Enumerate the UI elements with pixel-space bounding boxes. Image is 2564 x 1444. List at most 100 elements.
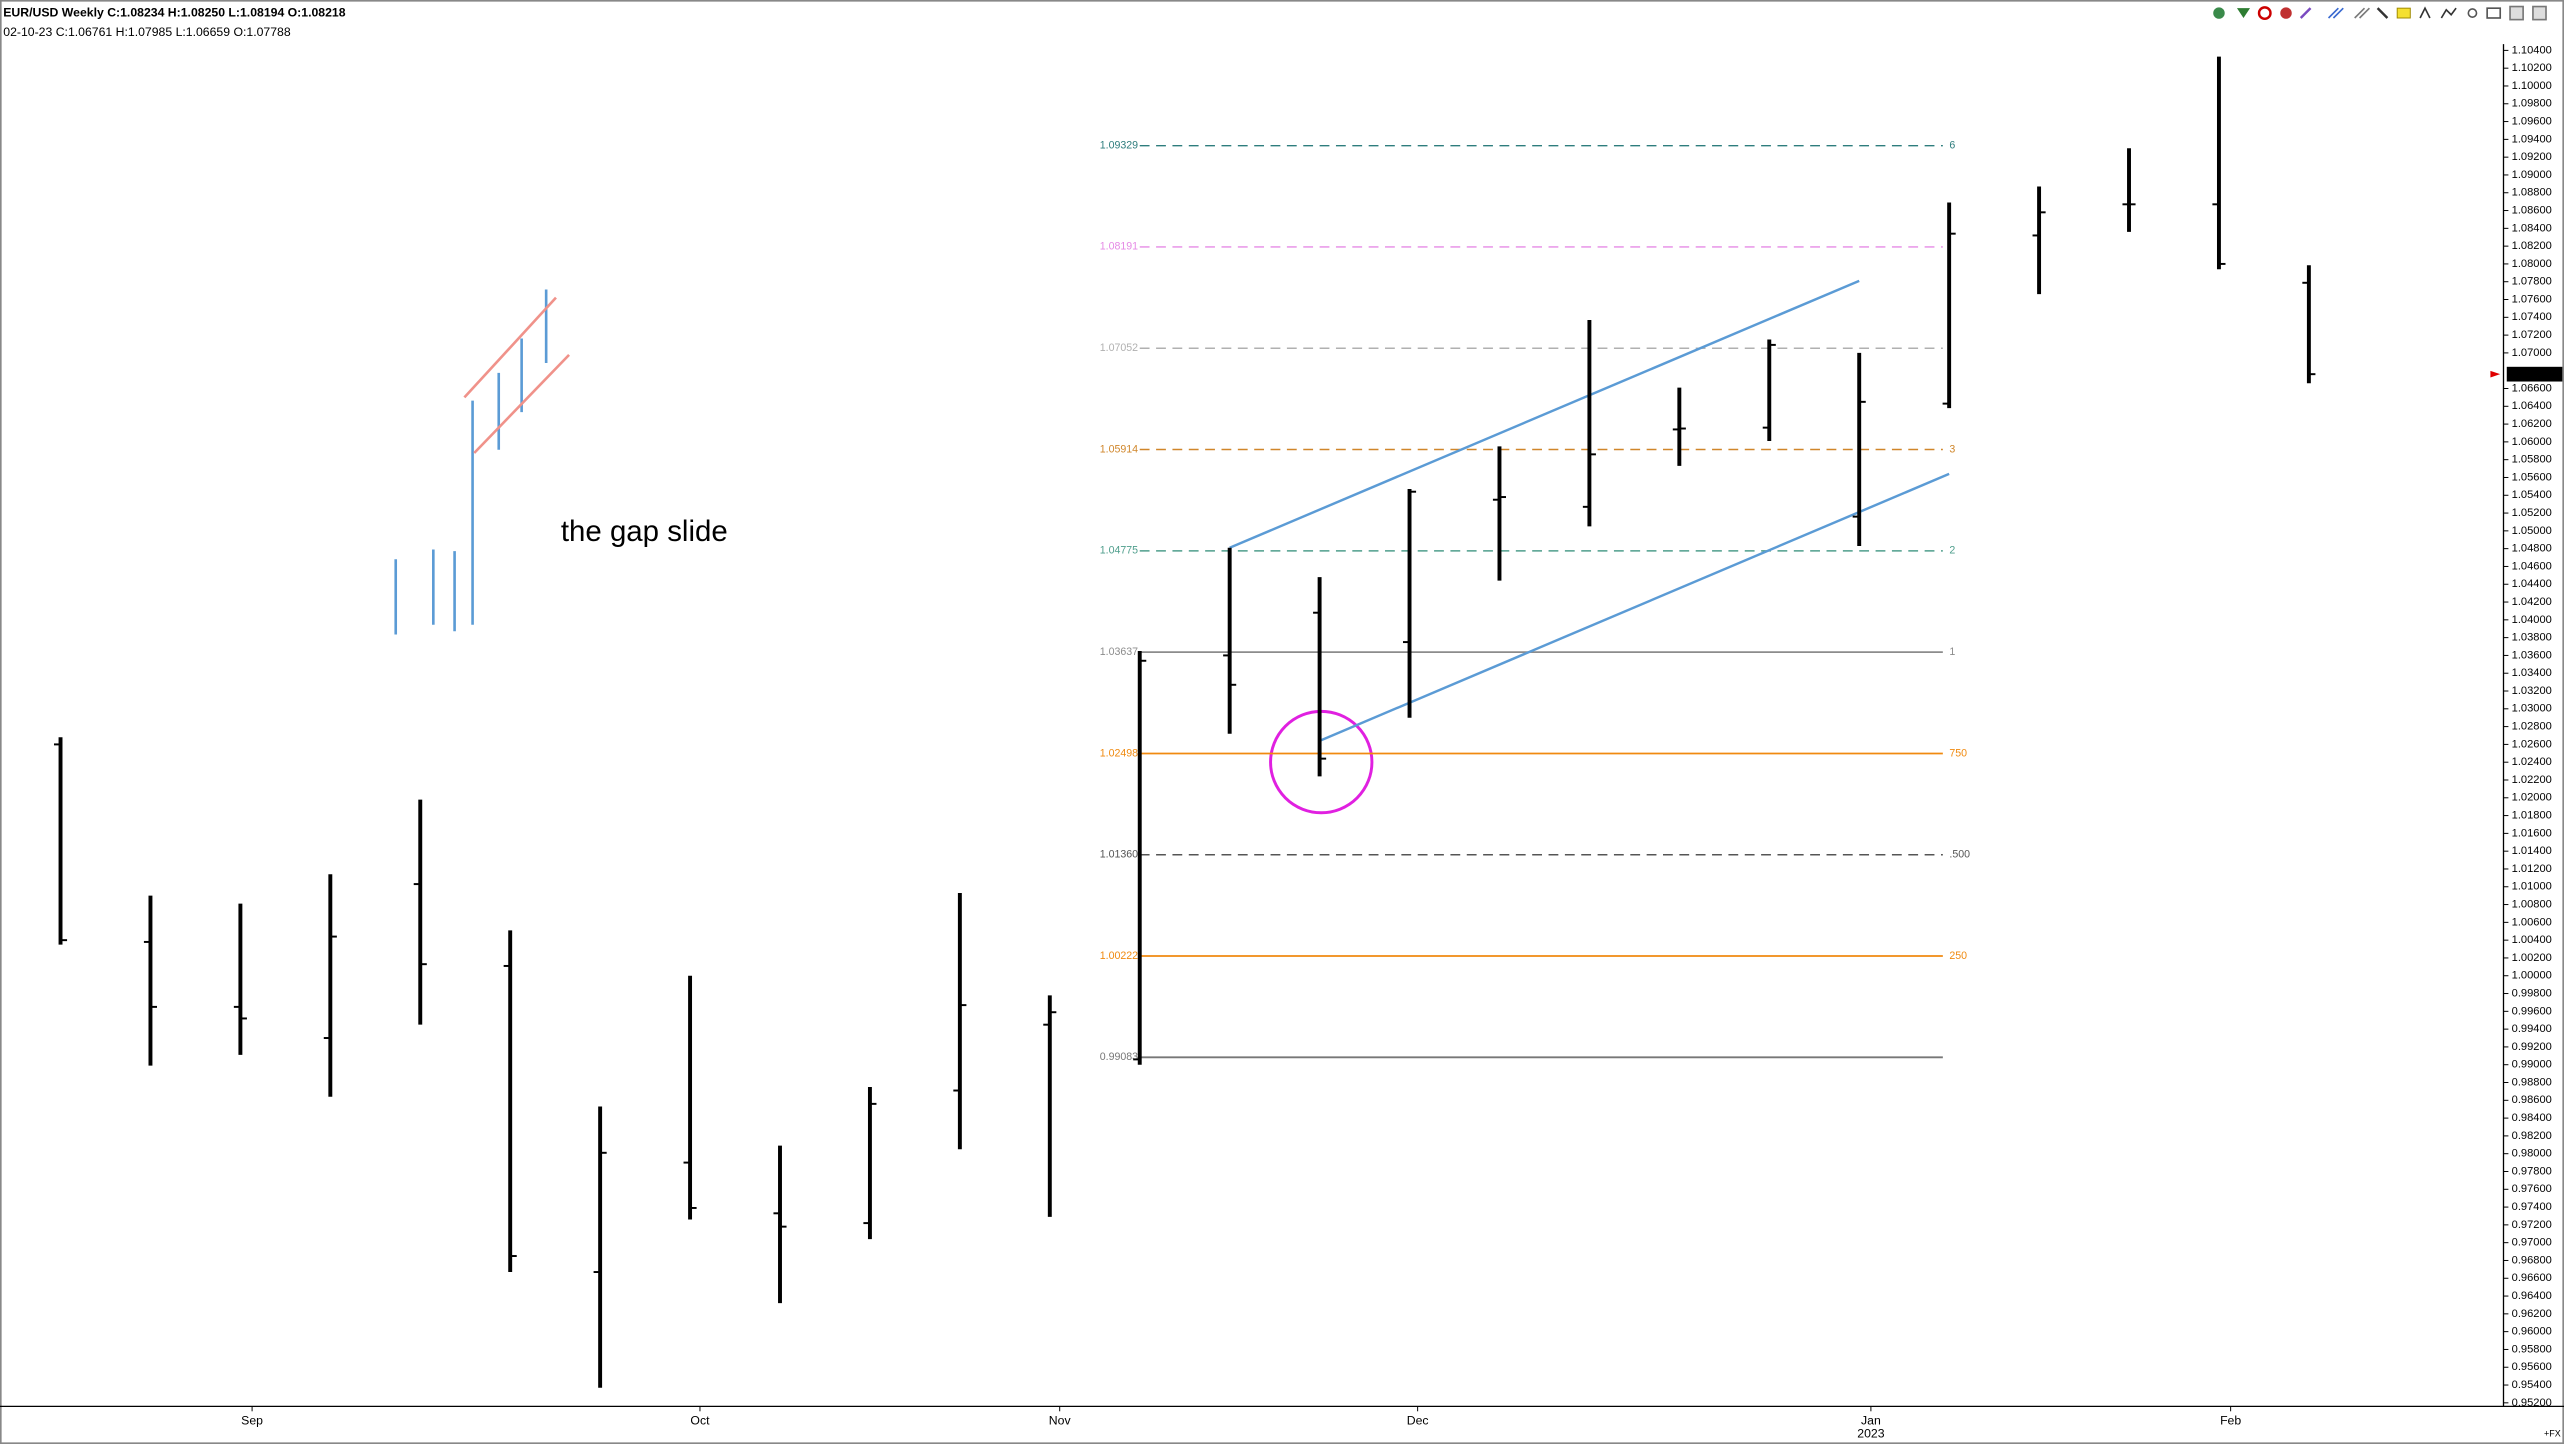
sketch xyxy=(394,289,570,635)
y-tick-label: 1.06000 xyxy=(2512,436,2552,448)
tool-icon[interactable] xyxy=(2509,5,2524,21)
tool-icon[interactable] xyxy=(2440,7,2457,19)
x-tick-label: Nov xyxy=(1049,1413,1072,1427)
y-tick-label: 1.05800 xyxy=(2512,454,2552,466)
footer-tag: +FX xyxy=(2544,1429,2561,1439)
y-tick-label: 0.98200 xyxy=(2512,1130,2552,1142)
fib-right-label: 3 xyxy=(1949,443,1955,455)
y-tick-label: 1.06600 xyxy=(2512,382,2552,394)
y-tick-label: 1.03400 xyxy=(2512,667,2552,679)
fib-right-label: 250 xyxy=(1949,950,1967,962)
fib-label: 1.08191 xyxy=(1100,241,1138,253)
fib-right-label: 750 xyxy=(1949,747,1967,759)
y-tick-label: 1.08000 xyxy=(2512,258,2552,270)
y-tick-label: 1.08800 xyxy=(2512,187,2552,199)
y-tick-label: 1.04200 xyxy=(2512,596,2552,608)
y-tick-label: 1.08400 xyxy=(2512,222,2552,234)
y-tick-label: 1.00000 xyxy=(2512,970,2552,982)
y-tick-label: 1.00400 xyxy=(2512,934,2552,946)
tool-icon[interactable] xyxy=(2327,7,2344,19)
y-tick-label: 1.05400 xyxy=(2512,489,2552,501)
fib-label: 1.09329 xyxy=(1100,139,1138,151)
y-tick-label: 0.97200 xyxy=(2512,1219,2552,1231)
y-tick-label: 1.01400 xyxy=(2512,845,2552,857)
tool-icon[interactable] xyxy=(2486,7,2502,19)
y-tick-label: 0.97400 xyxy=(2512,1201,2552,1213)
tool-icon[interactable] xyxy=(2354,7,2370,19)
y-tick-label: 1.03000 xyxy=(2512,703,2552,715)
y-tick-label: 1.00600 xyxy=(2512,916,2552,928)
y-tick-label: 1.07800 xyxy=(2512,276,2552,288)
trend-line xyxy=(1319,472,1950,742)
x-tick-label: Oct xyxy=(690,1413,710,1427)
y-tick-label: 1.00200 xyxy=(2512,952,2552,964)
y-tick-label: 1.07400 xyxy=(2512,311,2552,323)
y-tick-label: 1.01200 xyxy=(2512,863,2552,875)
y-tick-label: 1.02000 xyxy=(2512,792,2552,804)
y-tick-label: 0.95800 xyxy=(2512,1343,2552,1355)
y-tick-label: 1.05200 xyxy=(2512,507,2552,519)
y-tick-label: 0.96800 xyxy=(2512,1254,2552,1266)
price-tag-label: 1.06761 xyxy=(2510,368,2550,380)
y-tick-label: 1.06200 xyxy=(2512,418,2552,430)
y-tick-label: 0.96600 xyxy=(2512,1272,2552,1284)
y-tick-label: 1.02200 xyxy=(2512,774,2552,786)
x-tick-label: Dec xyxy=(1407,1413,1429,1427)
y-tick-label: 0.99200 xyxy=(2512,1041,2552,1053)
fib-label: 1.07052 xyxy=(1100,342,1138,354)
y-tick-label: 1.04600 xyxy=(2512,560,2552,572)
toolbar[interactable] xyxy=(2213,5,2547,21)
y-tick-label: 1.09400 xyxy=(2512,133,2552,145)
y-tick-label: 0.95600 xyxy=(2512,1361,2552,1373)
y-tick-label: 1.09200 xyxy=(2512,151,2552,163)
sketch-channel xyxy=(463,296,557,399)
y-tick-label: 1.02600 xyxy=(2512,738,2552,750)
y-tick-label: 0.96400 xyxy=(2512,1290,2552,1302)
trend-line xyxy=(1229,279,1860,549)
sketch-channel xyxy=(473,353,570,454)
tool-icon[interactable] xyxy=(2419,6,2431,19)
tool-icon[interactable] xyxy=(2236,8,2251,18)
subheader: 02-10-23 C:1.06761 H:1.07985 L:1.06659 O… xyxy=(3,25,291,39)
tool-icon[interactable] xyxy=(2299,7,2312,19)
fib-right-label: 6 xyxy=(1949,139,1955,151)
y-tick-label: 0.98800 xyxy=(2512,1076,2552,1088)
tool-icon[interactable] xyxy=(2376,7,2389,19)
header: EUR/USD Weekly C:1.08234 H:1.08250 L:1.0… xyxy=(3,5,345,19)
tool-icon[interactable] xyxy=(2467,8,2478,18)
tool-icon[interactable] xyxy=(2532,5,2547,21)
fib-label: 1.04775 xyxy=(1100,545,1138,557)
y-tick-label: 1.02400 xyxy=(2512,756,2552,768)
fib-right-label: .500 xyxy=(1949,849,1970,861)
y-tick-label: 1.10000 xyxy=(2512,80,2552,92)
tool-icon[interactable] xyxy=(2213,7,2225,19)
y-tick-label: 0.99800 xyxy=(2512,987,2552,999)
y-tick-label: 1.09800 xyxy=(2512,98,2552,110)
y-tick-label: 0.98600 xyxy=(2512,1094,2552,1106)
y-tick-label: 0.97600 xyxy=(2512,1183,2552,1195)
y-tick-label: 0.99000 xyxy=(2512,1059,2552,1071)
y-tick-label: 1.03800 xyxy=(2512,632,2552,644)
y-tick-label: 1.03600 xyxy=(2512,649,2552,661)
y-tick-label: 1.04000 xyxy=(2512,614,2552,626)
y-tick-label: 1.04400 xyxy=(2512,578,2552,590)
y-tick-label: 1.06400 xyxy=(2512,400,2552,412)
y-tick-label: 1.07000 xyxy=(2512,347,2552,359)
y-tick-label: 1.08600 xyxy=(2512,204,2552,216)
tool-icon[interactable] xyxy=(2257,6,2272,21)
x-tick-label: Jan xyxy=(1861,1413,1881,1427)
x-tick-label: Feb xyxy=(2220,1413,2241,1427)
y-tick-label: 1.10400 xyxy=(2512,44,2552,56)
y-tick-label: 1.10200 xyxy=(2512,62,2552,74)
fib-right-label: 1 xyxy=(1949,646,1955,658)
y-tick-label: 1.05600 xyxy=(2512,471,2552,483)
y-tick-label: 1.07600 xyxy=(2512,293,2552,305)
tool-icon[interactable] xyxy=(2280,7,2292,19)
y-tick-label: 0.96200 xyxy=(2512,1308,2552,1320)
fib-label: 1.00222 xyxy=(1100,950,1138,962)
fib-label: 1.02498 xyxy=(1100,747,1138,759)
tool-icon[interactable] xyxy=(2396,7,2411,19)
